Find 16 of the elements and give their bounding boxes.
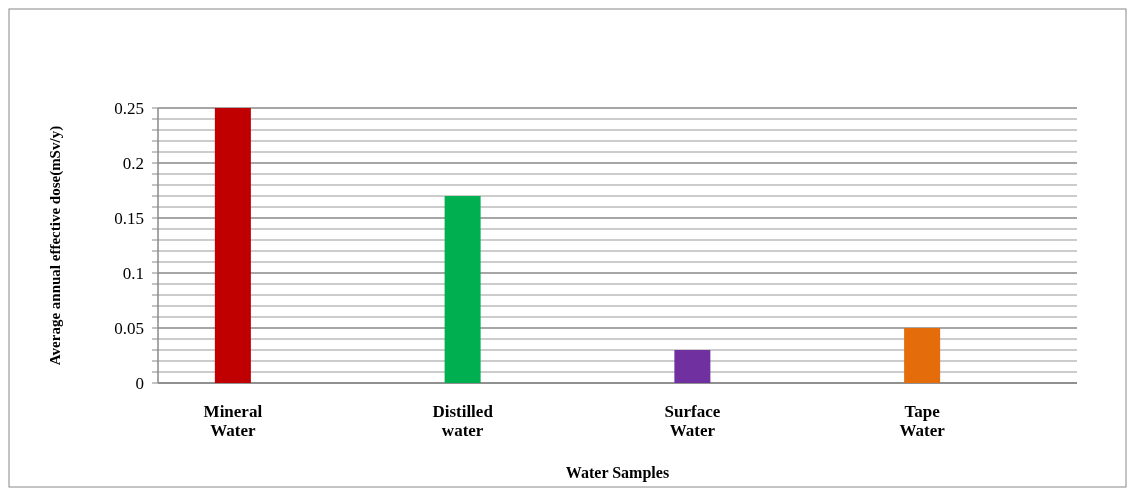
y-tick-label: 0.25 bbox=[114, 98, 144, 118]
x-tick-label: Surface Water bbox=[664, 402, 721, 440]
y-tick-label: 0.15 bbox=[114, 208, 144, 228]
bar bbox=[214, 108, 251, 383]
x-tick-label: Mineral Water bbox=[203, 402, 263, 440]
y-tick-label: 0.05 bbox=[114, 318, 144, 338]
y-tick-label: 0.1 bbox=[122, 263, 144, 283]
y-axis-title: Average annual effective dose(mSv/y) bbox=[47, 125, 64, 366]
bar bbox=[904, 328, 941, 383]
bar bbox=[674, 350, 711, 383]
y-tick-label: 0 bbox=[135, 373, 144, 393]
x-tick-label: Tape Water bbox=[899, 402, 946, 440]
x-axis-title: Water Samples bbox=[565, 464, 670, 482]
y-tick-label: 0.2 bbox=[122, 153, 144, 173]
x-tick-label: Distilled water bbox=[432, 402, 494, 440]
bar bbox=[444, 196, 481, 383]
